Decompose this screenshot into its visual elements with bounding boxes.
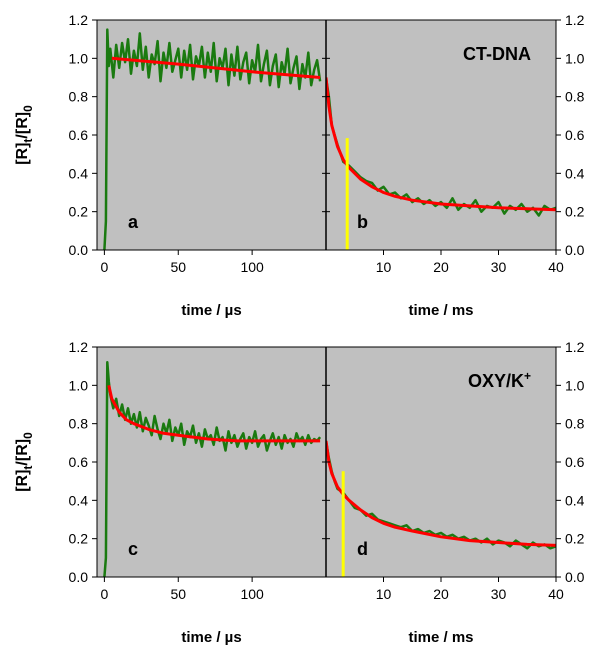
- series-fit-a: [111, 56, 321, 79]
- y-axis-label: [R]t/[R]0: [14, 432, 35, 492]
- y-tick-label-left: 0.4: [69, 492, 89, 508]
- annotation-text: CT-DNA: [463, 44, 531, 64]
- y-tick-label-left: 1.2: [69, 12, 89, 28]
- panel-right-background: [326, 347, 556, 577]
- y-tick-label-right: 1.0: [565, 50, 585, 66]
- y-tick-label-right: 0.4: [565, 492, 585, 508]
- x-tick-label: 20: [433, 259, 449, 275]
- y-tick-label-left: 0.2: [69, 531, 89, 547]
- x-axis-label: time / ms: [408, 629, 473, 646]
- y-tick-label-left: 0.6: [69, 454, 89, 470]
- y-tick-label-right: 0.8: [565, 89, 585, 105]
- y-tick-label-left: 1.2: [69, 339, 89, 355]
- panel-right-background: [326, 20, 556, 250]
- x-tick-label: 50: [170, 586, 186, 602]
- y-axis-label-main: [R]: [14, 143, 31, 165]
- chart-bottom: 0 50 100 time / µs c 10 20 30 40 time / ms d 0.0 0.0…: [14, 339, 585, 646]
- y-tick-label-left: 0.0: [69, 569, 89, 585]
- y-tick-label-right: 0.6: [565, 127, 585, 143]
- y-tick-label-left: 0.8: [69, 89, 89, 105]
- y-axis-label-mid: /[R]: [14, 112, 31, 139]
- y-axis-label: [R]t/[R]0: [14, 105, 35, 165]
- panel-label-b: b: [357, 212, 368, 232]
- y-tick-label-right: 0.8: [565, 416, 585, 432]
- panel-label-a: a: [128, 212, 139, 232]
- x-tick-label: 50: [170, 259, 186, 275]
- y-tick-label-left: 0.8: [69, 416, 89, 432]
- x-tick-label: 10: [376, 586, 392, 602]
- y-tick-label-left: 1.0: [69, 377, 89, 393]
- y-tick-label-right: 1.0: [565, 377, 585, 393]
- series-fit-c: [107, 384, 321, 443]
- panel-label-d: d: [357, 539, 368, 559]
- y-axis-label-main: [R]: [14, 470, 31, 492]
- x-tick-label: 40: [548, 586, 564, 602]
- x-tick-label: 100: [240, 586, 264, 602]
- y-axis-label-sub2: 0: [21, 432, 35, 439]
- x-tick-label: 10: [376, 259, 392, 275]
- y-tick-label-left: 1.0: [69, 50, 89, 66]
- x-tick-label: 0: [100, 259, 108, 275]
- annotation-text: OXY/K: [468, 371, 524, 391]
- x-axis-label: time / µs: [181, 629, 241, 646]
- chart-top: 0 50 100 time / µs a 10 20 30 40 time / ms b 0.0 0.0…: [14, 12, 585, 319]
- y-tick-label-right: 0.2: [565, 531, 585, 547]
- series-fit-b: [326, 77, 556, 212]
- panel-label-c: c: [128, 539, 138, 559]
- annotation-superscript: +: [524, 369, 531, 383]
- x-axis-label: time / ms: [408, 302, 473, 319]
- y-tick-label-left: 0.4: [69, 165, 89, 181]
- y-tick-label-right: 1.2: [565, 12, 585, 28]
- series-data-a: [103, 28, 322, 250]
- y-axis-label-mid: /[R]: [14, 439, 31, 466]
- y-tick-label-right: 1.2: [565, 339, 585, 355]
- series-fit-d: [326, 440, 556, 547]
- y-axis-label-sub1: t: [21, 139, 35, 143]
- y-tick-label-right: 0.4: [565, 165, 585, 181]
- y-tick-label-right: 0.0: [565, 569, 585, 585]
- y-tick-label-left: 0.0: [69, 242, 89, 258]
- y-tick-label-left: 0.2: [69, 204, 89, 220]
- x-tick-label: 100: [240, 259, 264, 275]
- y-axis-label-sub1: t: [21, 466, 35, 470]
- y-axis-label-sub2: 0: [21, 105, 35, 112]
- x-tick-label: 30: [491, 586, 507, 602]
- x-tick-label: 40: [548, 259, 564, 275]
- y-tick-label-left: 0.6: [69, 127, 89, 143]
- x-tick-label: 30: [491, 259, 507, 275]
- x-axis-label: time / µs: [181, 302, 241, 319]
- panel-left-background: [97, 347, 326, 577]
- series-annotation: OXY/K+: [468, 369, 531, 391]
- series-annotation: CT-DNA: [463, 44, 531, 64]
- x-tick-label: 0: [100, 586, 108, 602]
- y-tick-label-right: 0.6: [565, 454, 585, 470]
- x-tick-label: 20: [433, 586, 449, 602]
- y-tick-label-right: 0.0: [565, 242, 585, 258]
- y-tick-label-right: 0.2: [565, 204, 585, 220]
